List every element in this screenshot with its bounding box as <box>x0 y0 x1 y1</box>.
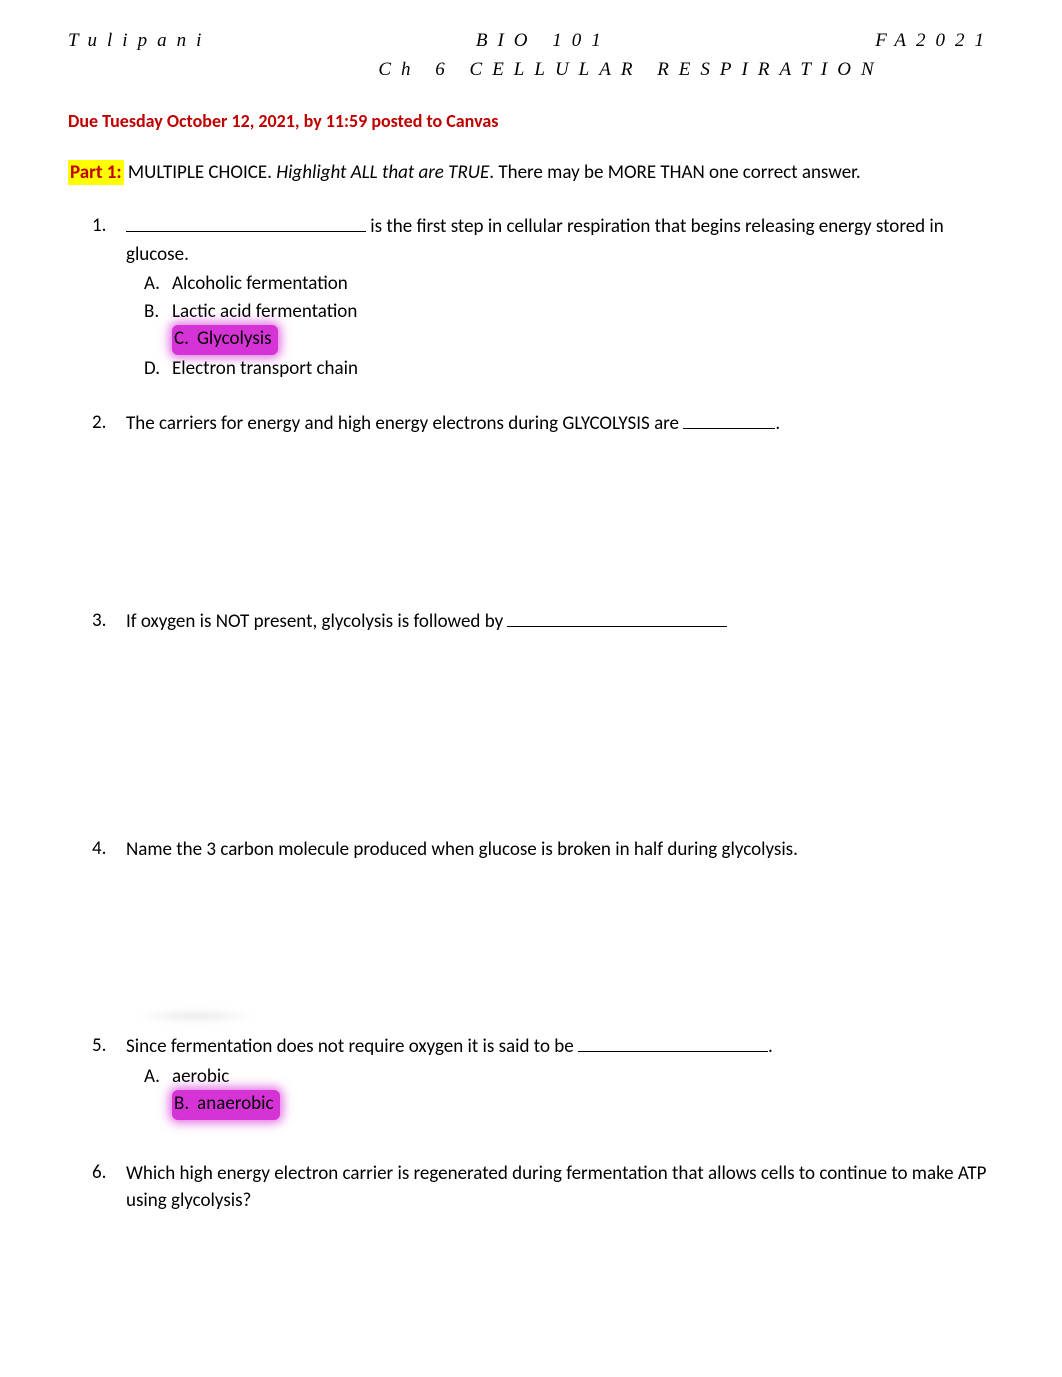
blank <box>507 626 727 627</box>
options-list: A.Alcoholic fermentation B.Lactic acid f… <box>126 270 994 382</box>
question-6: 6. Which high energy electron carrier is… <box>126 1160 994 1215</box>
question-text: If oxygen is NOT present, glycolysis is … <box>126 610 727 633</box>
question-text: is the first step in cellular respiratio… <box>126 215 944 266</box>
header-center: BIO 101 <box>476 28 611 55</box>
instructions-suffix: . There may be MORE THAN one correct ans… <box>489 161 860 184</box>
option-letter: B. <box>144 298 159 326</box>
question-number: 4. <box>92 836 106 863</box>
instructions-prefix: MULTIPLE CHOICE. <box>124 161 277 184</box>
q-text-before: If oxygen is NOT present, glycolysis is … <box>126 610 507 633</box>
question-3: 3. If oxygen is NOT present, glycolysis … <box>126 608 994 636</box>
options-list: A.aerobic B.anaerobic <box>126 1063 994 1120</box>
q-text-after: . <box>775 412 780 435</box>
question-text: Since fermentation does not require oxyg… <box>126 1035 773 1058</box>
question-number: 6. <box>92 1160 106 1187</box>
question-1: 1. is the first step in cellular respira… <box>126 213 994 382</box>
option-text: Electron transport chain <box>172 357 358 380</box>
option-letter: C. <box>174 327 189 350</box>
question-text: Which high energy electron carrier is re… <box>126 1162 986 1213</box>
question-text: The carriers for energy and high energy … <box>126 412 780 435</box>
question-5: 5. Since fermentation does not require o… <box>126 1033 994 1120</box>
instructions: Part 1: MULTIPLE CHOICE. Highlight ALL t… <box>68 160 994 187</box>
question-text: Name the 3 carbon molecule produced when… <box>126 838 798 861</box>
option-letter: A. <box>144 1063 160 1091</box>
q-text-before: Which high energy electron carrier is re… <box>126 1162 986 1213</box>
question-number: 3. <box>92 608 106 635</box>
blank <box>578 1051 768 1052</box>
q-text-before: Name the 3 carbon molecule produced when… <box>126 838 798 861</box>
question-list: 1. is the first step in cellular respira… <box>68 213 994 1215</box>
q-text-after: . <box>768 1035 773 1058</box>
option-letter: B. <box>174 1092 189 1115</box>
option-text: anaerobic <box>197 1092 273 1115</box>
q-text-before: Since fermentation does not require oxyg… <box>126 1035 578 1058</box>
option-a: A.aerobic <box>172 1063 994 1091</box>
page-header: Tulipani BIO 101 FA2021 <box>68 28 994 55</box>
question-number: 5. <box>92 1033 106 1060</box>
header-subtitle: Ch 6 CELLULAR RESPIRATION <box>268 57 994 84</box>
question-number: 1. <box>92 213 106 240</box>
option-b: B.Lactic acid fermentation <box>172 298 994 326</box>
question-2: 2. The carriers for energy and high ener… <box>126 410 994 438</box>
option-a: A.Alcoholic fermentation <box>172 270 994 298</box>
instructions-italic: Highlight ALL that are TRUE <box>276 161 489 184</box>
blank <box>683 428 775 429</box>
q-text-after: is the first step in cellular respiratio… <box>126 215 944 266</box>
question-number: 2. <box>92 410 106 437</box>
option-text: Lactic acid fermentation <box>172 300 357 323</box>
option-c: C. Glycolysis <box>172 325 994 355</box>
header-left: Tulipani <box>68 28 211 55</box>
option-letter: A. <box>144 270 160 298</box>
highlighted-answer: B. anaerobic <box>172 1090 280 1120</box>
option-b: B. anaerobic <box>172 1090 994 1120</box>
question-4: 4. Name the 3 carbon molecule produced w… <box>126 836 994 864</box>
option-d: D.Electron transport chain <box>172 355 994 383</box>
highlighted-answer: C. Glycolysis <box>172 325 278 355</box>
due-date-line: Due Tuesday October 12, 2021, by 11:59 p… <box>68 109 994 134</box>
header-right: FA2021 <box>875 28 994 55</box>
blank <box>126 231 366 232</box>
part-label: Part 1: <box>68 160 124 185</box>
smudge-mark <box>136 1009 256 1023</box>
option-text: Glycolysis <box>197 327 272 350</box>
option-letter: D. <box>144 355 160 383</box>
q-text-before: The carriers for energy and high energy … <box>126 412 683 435</box>
option-text: Alcoholic fermentation <box>172 272 348 295</box>
option-text: aerobic <box>172 1065 229 1088</box>
